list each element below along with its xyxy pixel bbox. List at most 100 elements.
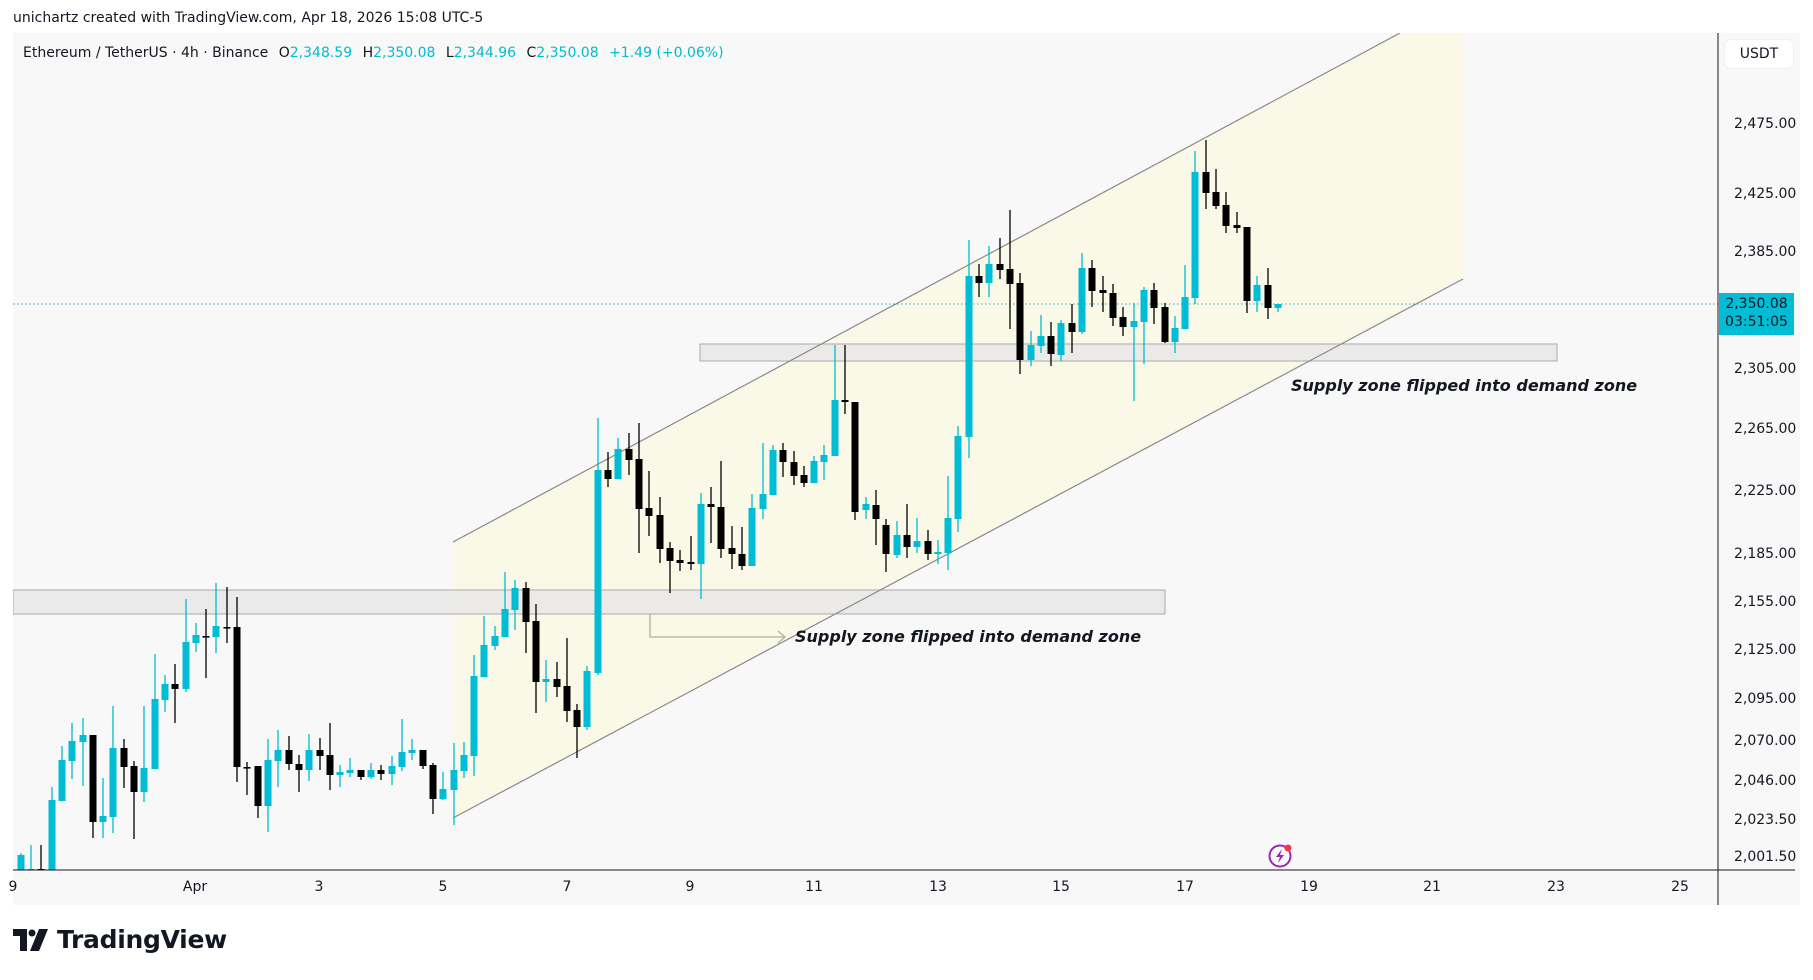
candle-bull[interactable] (831, 400, 839, 456)
candle-bear[interactable] (656, 515, 664, 549)
candle-bull[interactable] (583, 671, 591, 727)
candle-bear[interactable] (790, 462, 798, 476)
candle-bear[interactable] (1006, 269, 1014, 284)
candle-bull[interactable] (542, 679, 550, 682)
candle-bull[interactable] (893, 535, 901, 555)
candle-bear[interactable] (1068, 323, 1076, 332)
plot-area[interactable] (13, 33, 1718, 871)
candle-bull[interactable] (965, 276, 973, 437)
candle-bear[interactable] (89, 735, 97, 822)
candle-bull[interactable] (182, 642, 190, 689)
candle-bear[interactable] (377, 770, 385, 774)
lightning-alert-icon[interactable] (1266, 840, 1296, 874)
candle-bear[interactable] (779, 450, 787, 462)
candle-bear[interactable] (1047, 336, 1055, 354)
candle-bear[interactable] (254, 766, 262, 806)
candle-bull[interactable] (614, 449, 622, 479)
candle-bear[interactable] (800, 475, 808, 483)
candle-bull[interactable] (748, 508, 756, 566)
candle-bull[interactable] (398, 752, 406, 767)
candle-bear[interactable] (1016, 283, 1024, 360)
candle-bull[interactable] (511, 588, 519, 610)
candle-bull[interactable] (769, 450, 777, 495)
candle-bear[interactable] (676, 560, 684, 563)
candle-bear[interactable] (357, 770, 365, 777)
annotation-upper-zone[interactable]: Supply zone flipped into demand zone (1291, 376, 1638, 395)
candle-bull[interactable] (944, 518, 952, 553)
candle-bear[interactable] (1150, 290, 1158, 308)
candle-bear[interactable] (563, 686, 571, 711)
candle-bull[interactable] (450, 770, 458, 790)
candle-bull[interactable] (1078, 268, 1086, 332)
candle-bull[interactable] (480, 645, 488, 677)
candle-bear[interactable] (666, 548, 674, 561)
candle-bear[interactable] (295, 764, 303, 770)
candle-bear[interactable] (419, 750, 427, 766)
candle-bear[interactable] (1109, 293, 1117, 318)
candle-bull[interactable] (346, 770, 354, 773)
tradingview-logo[interactable]: TradingView (13, 925, 227, 954)
demand-zone-upper[interactable] (699, 343, 1558, 362)
candle-bear[interactable] (573, 710, 581, 727)
candle-bull[interactable] (759, 494, 767, 509)
candle-bear[interactable] (1212, 192, 1220, 206)
candle-bull[interactable] (985, 264, 993, 283)
candle-bear[interactable] (553, 679, 561, 687)
candle-bear[interactable] (130, 766, 138, 792)
candle-bull[interactable] (1140, 290, 1148, 322)
candle-bull[interactable] (697, 504, 705, 564)
candle-bull[interactable] (151, 699, 159, 769)
candle-bear[interactable] (604, 470, 612, 479)
candle-bear[interactable] (903, 535, 911, 547)
candle-bear[interactable] (1243, 227, 1251, 301)
candle-bull[interactable] (439, 789, 447, 799)
candle-bull[interactable] (336, 772, 344, 775)
candle-bear[interactable] (316, 750, 324, 756)
candle-bear[interactable] (202, 636, 210, 638)
candle-bull[interactable] (367, 770, 375, 777)
candle-bull[interactable] (58, 760, 66, 801)
candle-bear[interactable] (975, 276, 983, 283)
candle-bear[interactable] (223, 627, 231, 629)
candle-bull[interactable] (810, 461, 818, 483)
candle-bull[interactable] (954, 436, 962, 519)
candle-bear[interactable] (687, 562, 695, 564)
demand-zone-lower[interactable] (13, 589, 1166, 615)
candle-bull[interactable] (305, 750, 313, 770)
candle-bear[interactable] (717, 507, 725, 549)
candle-bear[interactable] (285, 750, 293, 764)
candle-bear[interactable] (996, 264, 1004, 270)
channel-lower-line[interactable] (452, 278, 1464, 819)
candle-bull[interactable] (491, 636, 499, 646)
candle-bear[interactable] (1119, 317, 1127, 327)
candle-bear[interactable] (924, 541, 932, 554)
candle-bull[interactable] (79, 735, 87, 742)
candle-bull[interactable] (501, 609, 509, 637)
candle-bull[interactable] (1274, 304, 1282, 308)
candle-bull[interactable] (99, 816, 107, 822)
candle-bull[interactable] (1130, 321, 1138, 327)
candle-bull[interactable] (192, 635, 200, 643)
candle-bear[interactable] (1233, 225, 1241, 228)
candle-bull[interactable] (1181, 297, 1189, 329)
candle-bear[interactable] (120, 748, 128, 767)
candle-bull[interactable] (264, 760, 272, 806)
candle-bull[interactable] (408, 750, 416, 753)
candle-bear[interactable] (851, 402, 859, 512)
candle-bear[interactable] (728, 548, 736, 554)
candle-bull[interactable] (48, 800, 56, 870)
candle-bear[interactable] (1088, 268, 1096, 291)
annotation-arrow[interactable] (649, 614, 785, 638)
candle-bear[interactable] (1222, 205, 1230, 226)
candle-bull[interactable] (1253, 285, 1261, 301)
candle-bull[interactable] (594, 470, 602, 673)
candle-bear[interactable] (532, 621, 540, 682)
candle-bear[interactable] (243, 767, 251, 769)
candle-bear[interactable] (233, 627, 241, 767)
candle-bear[interactable] (635, 459, 643, 509)
candle-bear[interactable] (841, 400, 849, 402)
candle-bull[interactable] (212, 626, 220, 637)
candle-bear[interactable] (522, 588, 530, 622)
candle-bull[interactable] (274, 750, 282, 761)
candle-bull[interactable] (388, 766, 396, 774)
